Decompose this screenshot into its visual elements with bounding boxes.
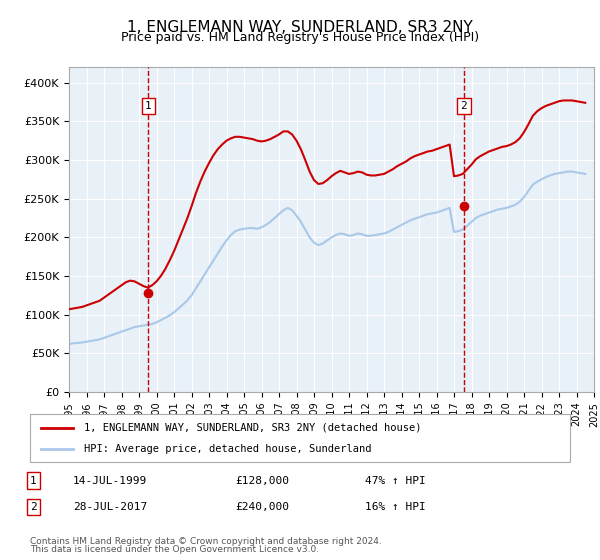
Text: 1, ENGLEMANN WAY, SUNDERLAND, SR3 2NY (detached house): 1, ENGLEMANN WAY, SUNDERLAND, SR3 2NY (d… xyxy=(84,423,421,433)
Text: 2: 2 xyxy=(30,502,37,512)
Text: Contains HM Land Registry data © Crown copyright and database right 2024.: Contains HM Land Registry data © Crown c… xyxy=(30,537,382,546)
Text: 1: 1 xyxy=(145,101,152,111)
Text: 16% ↑ HPI: 16% ↑ HPI xyxy=(365,502,425,512)
Text: 28-JUL-2017: 28-JUL-2017 xyxy=(73,502,148,512)
Text: 1: 1 xyxy=(30,476,37,486)
Text: £128,000: £128,000 xyxy=(235,476,289,486)
Text: 1, ENGLEMANN WAY, SUNDERLAND, SR3 2NY: 1, ENGLEMANN WAY, SUNDERLAND, SR3 2NY xyxy=(127,20,473,35)
Text: Price paid vs. HM Land Registry's House Price Index (HPI): Price paid vs. HM Land Registry's House … xyxy=(121,31,479,44)
Text: £240,000: £240,000 xyxy=(235,502,289,512)
Text: 47% ↑ HPI: 47% ↑ HPI xyxy=(365,476,425,486)
Text: HPI: Average price, detached house, Sunderland: HPI: Average price, detached house, Sund… xyxy=(84,444,371,454)
Text: 2: 2 xyxy=(461,101,467,111)
FancyBboxPatch shape xyxy=(30,414,570,462)
Text: 14-JUL-1999: 14-JUL-1999 xyxy=(73,476,148,486)
Text: This data is licensed under the Open Government Licence v3.0.: This data is licensed under the Open Gov… xyxy=(30,545,319,554)
